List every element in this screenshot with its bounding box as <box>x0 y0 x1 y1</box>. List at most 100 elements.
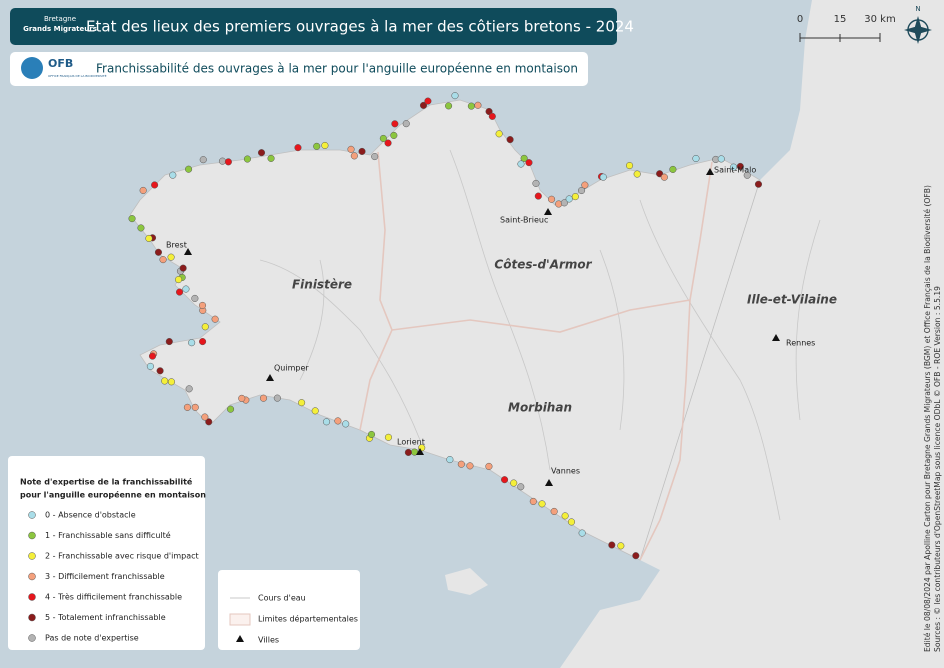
structure-dot <box>185 165 193 173</box>
structure-dot <box>145 234 153 243</box>
structure-dot <box>167 378 175 386</box>
structure-dot <box>151 181 159 189</box>
structure-dot <box>350 152 358 160</box>
legend-swatch <box>28 531 36 540</box>
legend-title: pour l'anguille européenne en montaison <box>20 490 206 500</box>
structure-dot <box>137 224 145 232</box>
structure-dot <box>517 160 525 168</box>
city-label: Vannes <box>551 467 580 476</box>
structure-dot <box>754 180 763 188</box>
structure-dot <box>322 418 331 426</box>
structure-dot <box>743 171 751 179</box>
river <box>795 219 821 421</box>
structure-dot <box>488 112 496 120</box>
structure-dot <box>517 483 525 491</box>
structure-dot <box>501 476 509 484</box>
legend2-label: Limites départementales <box>258 614 358 624</box>
structure-dot <box>199 338 207 346</box>
scale-label: 30 km <box>864 14 895 25</box>
city-marker <box>266 374 274 381</box>
department-label: Côtes-d'Armor <box>494 258 592 272</box>
structure-dot <box>334 417 342 425</box>
structure-dot <box>154 248 163 256</box>
structure-dot <box>474 101 482 109</box>
river <box>449 149 551 471</box>
structure-dot <box>404 448 412 456</box>
structure-dot <box>347 145 355 153</box>
legend-label: 1 - Franchissable sans difficulté <box>45 530 171 540</box>
structure-dot <box>161 377 169 385</box>
structure-dot <box>379 134 387 143</box>
structure-dot <box>571 193 579 201</box>
structure-dot <box>205 418 213 426</box>
structure-dot <box>390 131 398 139</box>
rivers <box>259 149 821 521</box>
city-label: Lorient <box>397 438 425 447</box>
structure-dot <box>342 420 350 428</box>
structure-dot <box>617 542 625 550</box>
title: Etat des lieux des premiers ouvrages à l… <box>86 18 634 36</box>
city-marker <box>772 334 780 341</box>
structure-dot <box>156 367 164 375</box>
structure-dot <box>167 253 175 261</box>
legend-swatch <box>28 634 36 642</box>
river <box>639 199 781 521</box>
boundary <box>391 299 691 333</box>
legend-title: Note d'expertise de la franchissabilité <box>20 477 193 487</box>
structure-dot <box>567 518 576 526</box>
structure-dot <box>599 173 607 181</box>
structure-dot <box>717 155 725 163</box>
structure-dot <box>578 529 586 537</box>
legend-label: 5 - Totalement infranchissable <box>45 613 166 622</box>
structure-dot <box>159 256 167 264</box>
legend-swatch <box>28 572 36 581</box>
logo-text: Bretagne <box>44 15 76 23</box>
legend-swatch <box>28 511 36 519</box>
structure-dot <box>313 142 321 150</box>
legend-label: 0 - Absence d'obstacle <box>45 511 136 520</box>
scale-label: 15 <box>834 14 847 25</box>
structure-dot <box>227 405 235 413</box>
structure-dot <box>139 186 147 194</box>
legend2-label: Villes <box>258 636 279 645</box>
subtitle: Franchissabilité des ouvrages à la mer p… <box>96 62 578 76</box>
structure-dot <box>548 195 556 203</box>
structure-dot <box>538 500 546 508</box>
structure-dot <box>198 301 207 309</box>
structure-dot <box>191 403 199 411</box>
structure-dot <box>632 552 640 560</box>
structure-dot <box>199 156 207 164</box>
legend-label: 3 - Difficilement franchissable <box>45 572 165 581</box>
legend-swatch <box>28 613 36 622</box>
structures <box>128 92 763 560</box>
legend-label: Pas de note d'expertise <box>45 634 139 643</box>
structure-dot <box>451 92 459 100</box>
credit-line: Edité le 08/08/2024 par Apolline Carton … <box>923 185 932 652</box>
logo-ofb-icon <box>21 57 43 79</box>
structure-dot <box>174 276 183 284</box>
river <box>599 249 625 431</box>
structure-dot <box>298 399 306 407</box>
city-label: Brest <box>166 241 187 250</box>
structure-dot <box>692 154 700 163</box>
logo-ofb-sub: OFFICE FRANÇAIS DE LA BIODIVERSITÉ <box>48 73 107 78</box>
structure-dot <box>175 288 184 296</box>
structure-dot <box>391 120 399 128</box>
structure-dot <box>736 162 744 170</box>
structure-dot <box>201 323 209 331</box>
structure-dot <box>485 107 493 116</box>
structure-dot <box>165 338 173 346</box>
structure-dot <box>148 352 157 360</box>
credits: Edité le 08/08/2024 par Apolline Carton … <box>923 185 942 652</box>
structure-dot <box>466 462 474 470</box>
island <box>445 568 488 595</box>
structure-dot <box>367 430 376 439</box>
structure-dot <box>581 181 589 189</box>
structure-dot <box>577 186 586 195</box>
legend-box <box>8 456 205 650</box>
structure-dot <box>656 170 664 178</box>
structure-dot <box>311 407 319 415</box>
structure-dot <box>660 173 668 181</box>
department-label: Morbihan <box>508 401 572 415</box>
scale-label: 0 <box>797 14 803 25</box>
